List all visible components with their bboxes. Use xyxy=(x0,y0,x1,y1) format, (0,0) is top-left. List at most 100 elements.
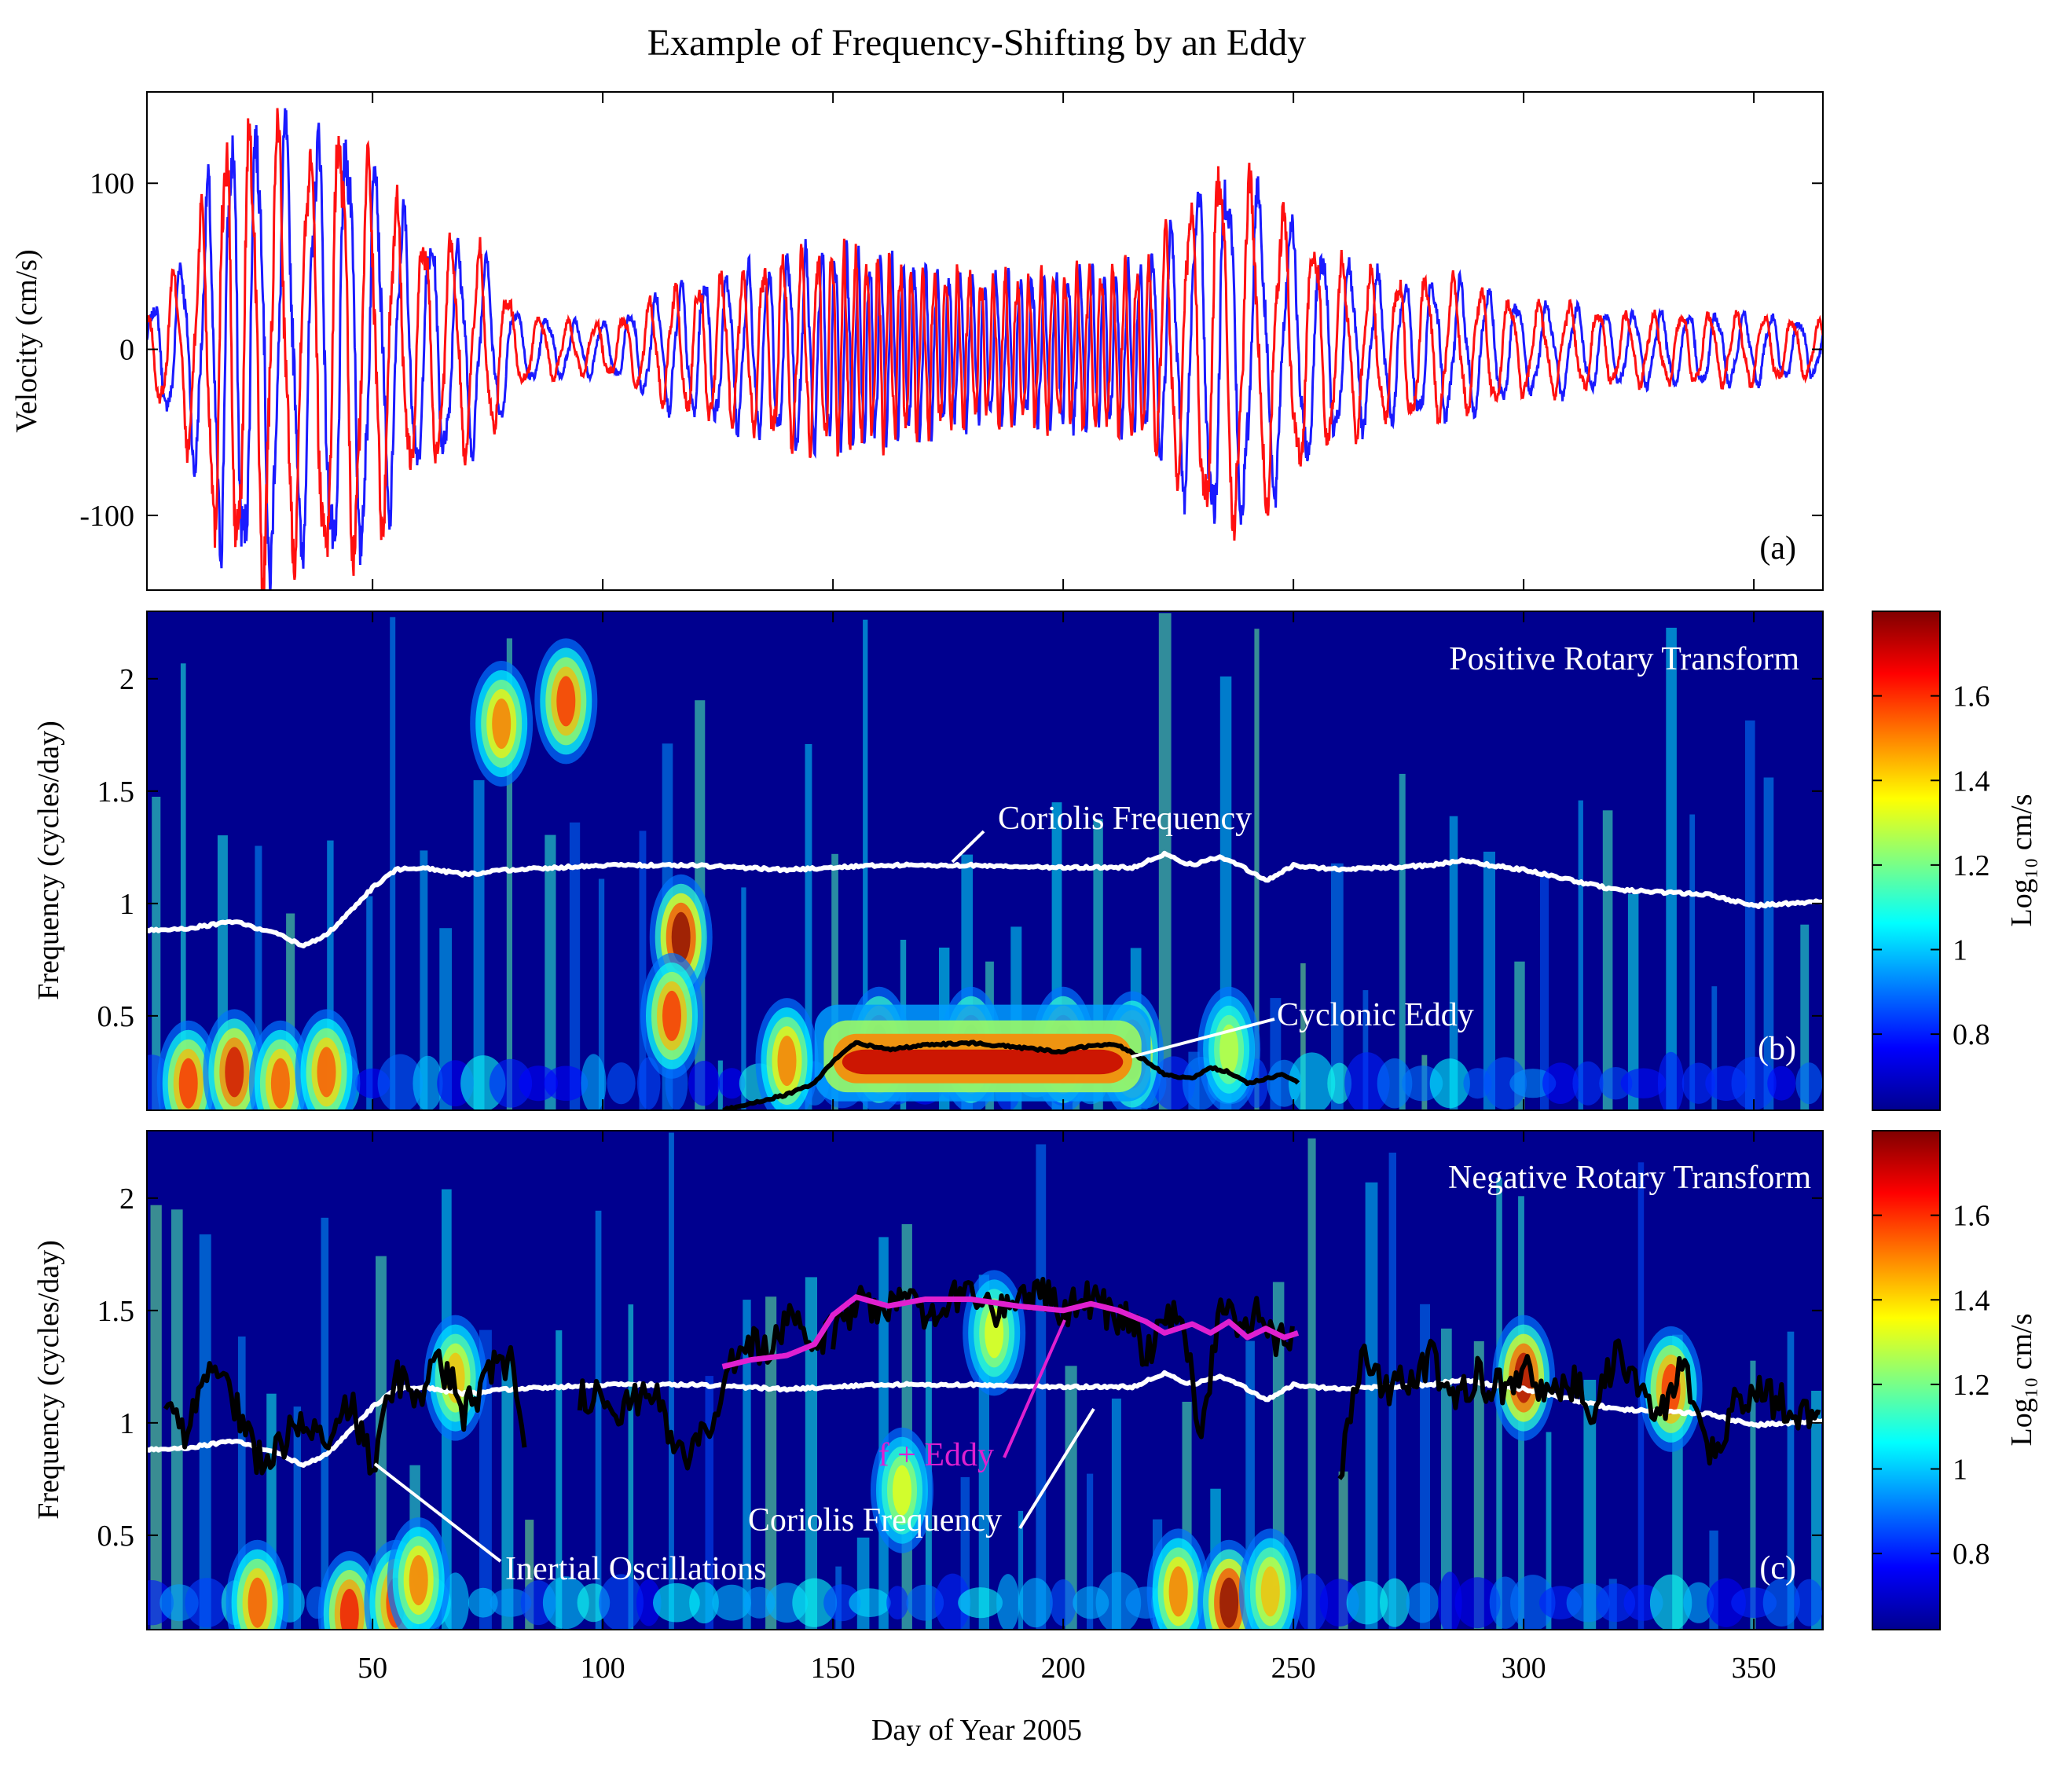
heatmap-streak xyxy=(598,878,605,1110)
x-tick-label: 300 xyxy=(1502,1652,1546,1685)
heatmap-streak xyxy=(1811,1391,1821,1630)
heatmap-blob xyxy=(636,1057,661,1109)
heatmap-blob xyxy=(542,1576,589,1630)
heatmap-blob xyxy=(581,1054,607,1110)
panel-c-heatmap xyxy=(147,1132,1823,1630)
heatmap-blob xyxy=(849,1588,891,1617)
panel-b: 0.5 1 1.5 2 Frequency (cycles/day) Positive… xyxy=(32,611,1824,1111)
panel-a: -100 0 100 Velocity (cm/s) (a) xyxy=(10,91,1824,591)
x-tick-label: 150 xyxy=(811,1652,856,1685)
panel-a-yticks: -100 0 100 xyxy=(79,167,1823,533)
colorbar-b-label: Log₁₀ cm/s xyxy=(2005,794,2038,927)
velocity-red-series xyxy=(147,108,1823,590)
panel-b-eddy-label: Cyclonic Eddy xyxy=(1277,997,1474,1033)
heatmap-blob xyxy=(653,1582,700,1623)
heatmap-blob xyxy=(717,1068,746,1099)
heatmap-streak xyxy=(1627,893,1639,1110)
heatmap-hotspot xyxy=(409,1555,428,1606)
panel-b-heatmap xyxy=(147,613,1823,1110)
heatmap-blob xyxy=(468,1587,498,1618)
y-tick-label: 0.5 xyxy=(97,1520,135,1553)
y-tick-label: 2 xyxy=(119,663,134,696)
heatmap-hotspot xyxy=(1219,1577,1239,1628)
heatmap-streak xyxy=(506,638,512,1110)
y-tick-label: 2 xyxy=(119,1183,134,1216)
colorbar-tick-label: 1.2 xyxy=(1953,1369,1990,1402)
heatmap-blob xyxy=(743,1586,776,1619)
heatmap-streak xyxy=(473,779,485,1110)
heatmap-streak xyxy=(805,744,812,1110)
heatmap-blob xyxy=(1767,1065,1796,1101)
heatmap-streak xyxy=(1800,924,1810,1110)
heatmap-streak xyxy=(150,1205,162,1630)
panel-c-label: (c) xyxy=(1759,1550,1796,1586)
colorbar-c-gradient xyxy=(1872,1130,1941,1630)
heatmap-blob xyxy=(1438,1571,1462,1630)
colorbar-b-ticks: 0.8 1 1.2 1.4 1.6 xyxy=(1872,680,1990,1051)
colorbar-tick-label: 1.4 xyxy=(1953,765,1990,798)
heatmap-streak xyxy=(569,822,581,1110)
heatmap-blob xyxy=(1380,1578,1410,1627)
heatmap-blob xyxy=(1152,1056,1196,1110)
eddy-pointer-b xyxy=(1131,1018,1275,1058)
x-tick-label: 350 xyxy=(1732,1652,1777,1685)
heatmap-streak xyxy=(321,1217,329,1630)
y-tick-label: 0 xyxy=(119,334,134,367)
velocity-blue-series xyxy=(147,108,1823,590)
panel-b-ylabel: Frequency (cycles/day) xyxy=(32,721,65,1000)
heatmap-blob xyxy=(1620,1068,1667,1098)
heatmap-blob xyxy=(1327,1062,1352,1104)
heatmap-blob xyxy=(607,1062,636,1105)
heatmap-blob xyxy=(1296,1573,1329,1630)
figure-title: Example of Frequency-Shifting by an Eddy xyxy=(647,22,1306,64)
heatmap-blob xyxy=(1095,1571,1142,1630)
heatmap-blob xyxy=(1649,1574,1692,1630)
heatmap-blob xyxy=(185,1578,229,1628)
heatmap-streak xyxy=(628,1304,634,1630)
f-eddy-pointer xyxy=(1003,1319,1066,1458)
heatmap-streak xyxy=(366,896,373,1110)
heatmap-streak xyxy=(376,1256,387,1630)
coriolis-frequency-line xyxy=(147,850,1823,948)
y-tick-label: 1.5 xyxy=(97,1295,135,1328)
inertial-pointer xyxy=(373,1462,502,1563)
heatmap-hotspot xyxy=(317,1047,336,1098)
heatmap-blob xyxy=(1510,1575,1556,1630)
heatmap-streak xyxy=(1300,963,1306,1110)
inertial-oscillation-line xyxy=(163,1344,527,1476)
cyclonic-eddy-line xyxy=(722,1040,1300,1110)
heatmap-blob xyxy=(712,1584,751,1621)
heatmap-blob xyxy=(689,1582,719,1624)
heatmap-streak xyxy=(741,887,746,1110)
panel-b-label: (b) xyxy=(1758,1031,1796,1067)
colorbar-b: 0.8 1 1.2 1.4 1.6 Log₁₀ cm/s xyxy=(1872,611,2038,1111)
heatmap-streak xyxy=(1546,1432,1552,1630)
panel-c-yticks: 0.5 1 1.5 2 xyxy=(97,1183,1823,1553)
heatmap-blob xyxy=(934,1573,971,1630)
heatmap-blob xyxy=(1706,1578,1746,1627)
heatmap-streak xyxy=(1111,1398,1121,1630)
heatmap-streak xyxy=(1583,1380,1597,1630)
heatmap-blob xyxy=(823,1584,861,1622)
colorbar-c-label: Log₁₀ cm/s xyxy=(2005,1314,2038,1447)
heatmap-streak xyxy=(765,1296,777,1630)
heatmap-blob xyxy=(1566,1583,1610,1623)
heatmap-streak xyxy=(1065,1366,1077,1630)
heatmap-blob xyxy=(1288,1052,1336,1110)
panel-c-inertial-label: Inertial Oscillations xyxy=(505,1551,766,1587)
panel-b-coriolis-label: Coriolis Frequency xyxy=(998,801,1252,837)
heatmap-blob xyxy=(413,1055,443,1110)
colorbar-tick-label: 0.8 xyxy=(1953,1538,1990,1571)
heatmap-blob xyxy=(1463,1068,1492,1099)
panel-c: 0.5 1 1.5 2 50 100 150 200 250 300 350 Frequency … xyxy=(32,1130,1824,1685)
heatmap-blob xyxy=(1018,1578,1053,1628)
y-tick-label: 0.5 xyxy=(97,1000,135,1033)
panel-b-lines xyxy=(147,850,1823,1110)
f-plus-eddy-line xyxy=(721,1294,1300,1370)
heatmap-blob xyxy=(996,1574,1020,1630)
heatmap-streak xyxy=(1750,1360,1756,1630)
heatmap-streak xyxy=(180,663,186,1110)
heatmap-streak xyxy=(152,797,161,1110)
heatmap-streak xyxy=(1483,851,1495,1110)
